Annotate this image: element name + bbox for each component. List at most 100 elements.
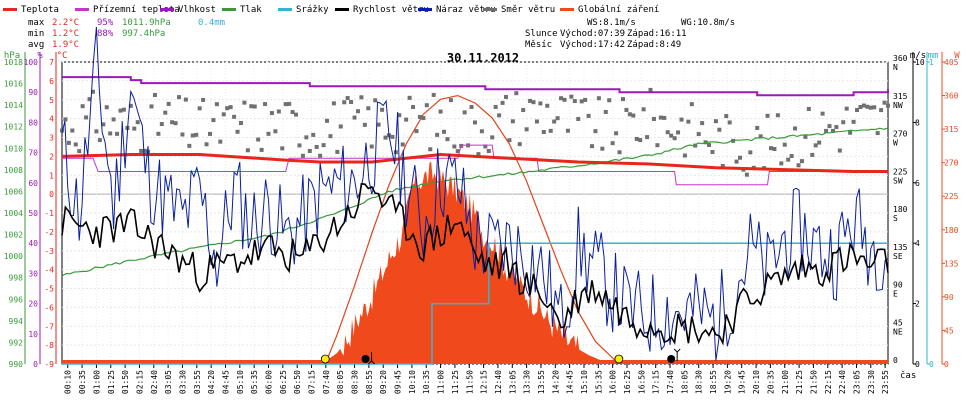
- wind-direction-point: [311, 132, 316, 137]
- wind-direction-point: [70, 128, 75, 133]
- x-tick-label: 23:55: [881, 370, 890, 394]
- wind-direction-point: [197, 106, 202, 111]
- temp-tick-label: 7: [49, 58, 54, 67]
- wind-direction-point: [841, 120, 846, 125]
- wind-direction-point: [383, 135, 388, 140]
- wind-direction-point: [221, 112, 226, 117]
- wind-direction-point: [417, 114, 422, 119]
- wind-direction-point: [400, 142, 405, 147]
- stats-avg-temp: 1.9°C: [52, 40, 79, 50]
- wind-direction-point: [555, 116, 560, 121]
- dir-compass-label: E: [893, 290, 898, 299]
- moonset-time: Západ:8:49: [627, 40, 681, 50]
- x-tick-label: 21:00: [781, 370, 790, 394]
- wind-direction-point: [624, 107, 629, 112]
- x-tick-label: 06:25: [279, 370, 288, 394]
- wind-direction-point: [641, 107, 646, 112]
- wind-direction-point: [90, 89, 95, 94]
- wm2-tick-label: 180: [944, 226, 959, 235]
- wind-direction-point: [734, 159, 739, 164]
- wind-direction-point: [713, 119, 718, 124]
- wind-direction-point: [710, 150, 715, 155]
- temp-tick-label: -6: [44, 303, 54, 312]
- ms-tick-label: 4: [915, 239, 920, 248]
- x-tick-label: 13:30: [523, 370, 532, 394]
- wind-direction-point: [758, 134, 763, 139]
- wind-direction-point: [431, 92, 436, 97]
- wind-direction-point: [359, 95, 364, 100]
- wind-direction-point: [793, 126, 798, 131]
- legend-swatch: [75, 8, 89, 11]
- legend-item: Teplota: [3, 5, 59, 15]
- wind-direction-point: [238, 121, 243, 126]
- wind-direction-point: [524, 127, 529, 132]
- x-tick-label: 20:35: [766, 370, 775, 394]
- wind-direction-point: [300, 153, 305, 158]
- x-tick-label: 11:50: [465, 370, 474, 394]
- wind-direction-point: [686, 119, 691, 124]
- wind-direction-point: [455, 149, 460, 154]
- wind-direction-point: [493, 104, 498, 109]
- hum-tick-label: 30: [28, 269, 38, 278]
- wind-direction-point: [390, 134, 395, 139]
- wm2-tick-label: 360: [944, 92, 959, 101]
- wind-direction-point: [879, 108, 884, 113]
- wind-direction-point: [848, 130, 853, 135]
- wind-direction-point: [720, 164, 725, 169]
- wind-direction-point: [60, 128, 64, 133]
- x-tick-label: 12:15: [480, 370, 489, 394]
- wind-direction-point: [700, 121, 705, 126]
- wind-direction-point: [397, 113, 402, 118]
- wind-direction-point: [156, 131, 161, 136]
- wind-direction-point: [366, 106, 371, 111]
- dir-compass-label: NW: [893, 101, 903, 110]
- x-tick-label: 11:25: [451, 370, 460, 394]
- wind-direction-point: [782, 142, 787, 147]
- wind-direction-point: [545, 103, 550, 108]
- moonrise-time: Východ:17:42: [560, 40, 625, 50]
- hum-tick-label: 70: [28, 149, 38, 158]
- x-tick-label: 00:10: [64, 370, 73, 394]
- wind-direction-point: [610, 141, 615, 146]
- series-theoretical-radiation: [324, 94, 620, 365]
- series-global-radiation: [316, 161, 620, 364]
- hum-tick-label: 60: [28, 179, 38, 188]
- wind-direction-point: [266, 131, 271, 136]
- wm2-tick-label: 0: [944, 360, 949, 369]
- wind-direction-point: [548, 128, 553, 133]
- stats-min-temp: 1.2°C: [52, 29, 79, 39]
- wind-direction-point: [483, 144, 488, 149]
- wind-direction-point: [142, 148, 147, 153]
- wind-direction-point: [596, 96, 601, 101]
- wind-direction-point: [799, 159, 804, 164]
- x-tick-label: 23:05: [852, 370, 861, 394]
- wind-direction-point: [834, 125, 839, 130]
- wind-direction-point: [824, 128, 829, 133]
- wind-direction-point: [768, 146, 773, 151]
- wind-direction-point: [163, 110, 168, 115]
- wind-direction-point: [335, 149, 340, 154]
- wind-direction-point: [473, 120, 477, 125]
- x-tick-label: 19:20: [723, 370, 732, 394]
- wind-direction-point: [648, 87, 653, 92]
- series-wind-gust: [61, 26, 889, 361]
- x-tick-label: 02:15: [135, 370, 144, 394]
- wind-direction-point: [294, 112, 299, 117]
- wind-direction-point: [861, 103, 866, 108]
- x-tick-label: 06:50: [293, 370, 302, 394]
- wind-direction-point: [813, 143, 818, 148]
- x-tick-label: 14:20: [551, 370, 560, 394]
- radiation-baseline: [62, 360, 888, 364]
- dir-tick-label: 180: [893, 205, 908, 214]
- wind-direction-point: [875, 131, 880, 136]
- wind-direction-point: [521, 108, 526, 113]
- wind-direction-point: [658, 115, 663, 120]
- wind-direction-point: [603, 109, 608, 114]
- wind-direction-point: [149, 104, 154, 109]
- series-wind-speed: [61, 183, 889, 346]
- legend-item: Vlhkost: [160, 5, 216, 15]
- wind-direction-point: [755, 125, 760, 130]
- wind-direction-point: [87, 97, 92, 102]
- wind-direction-point: [851, 119, 856, 124]
